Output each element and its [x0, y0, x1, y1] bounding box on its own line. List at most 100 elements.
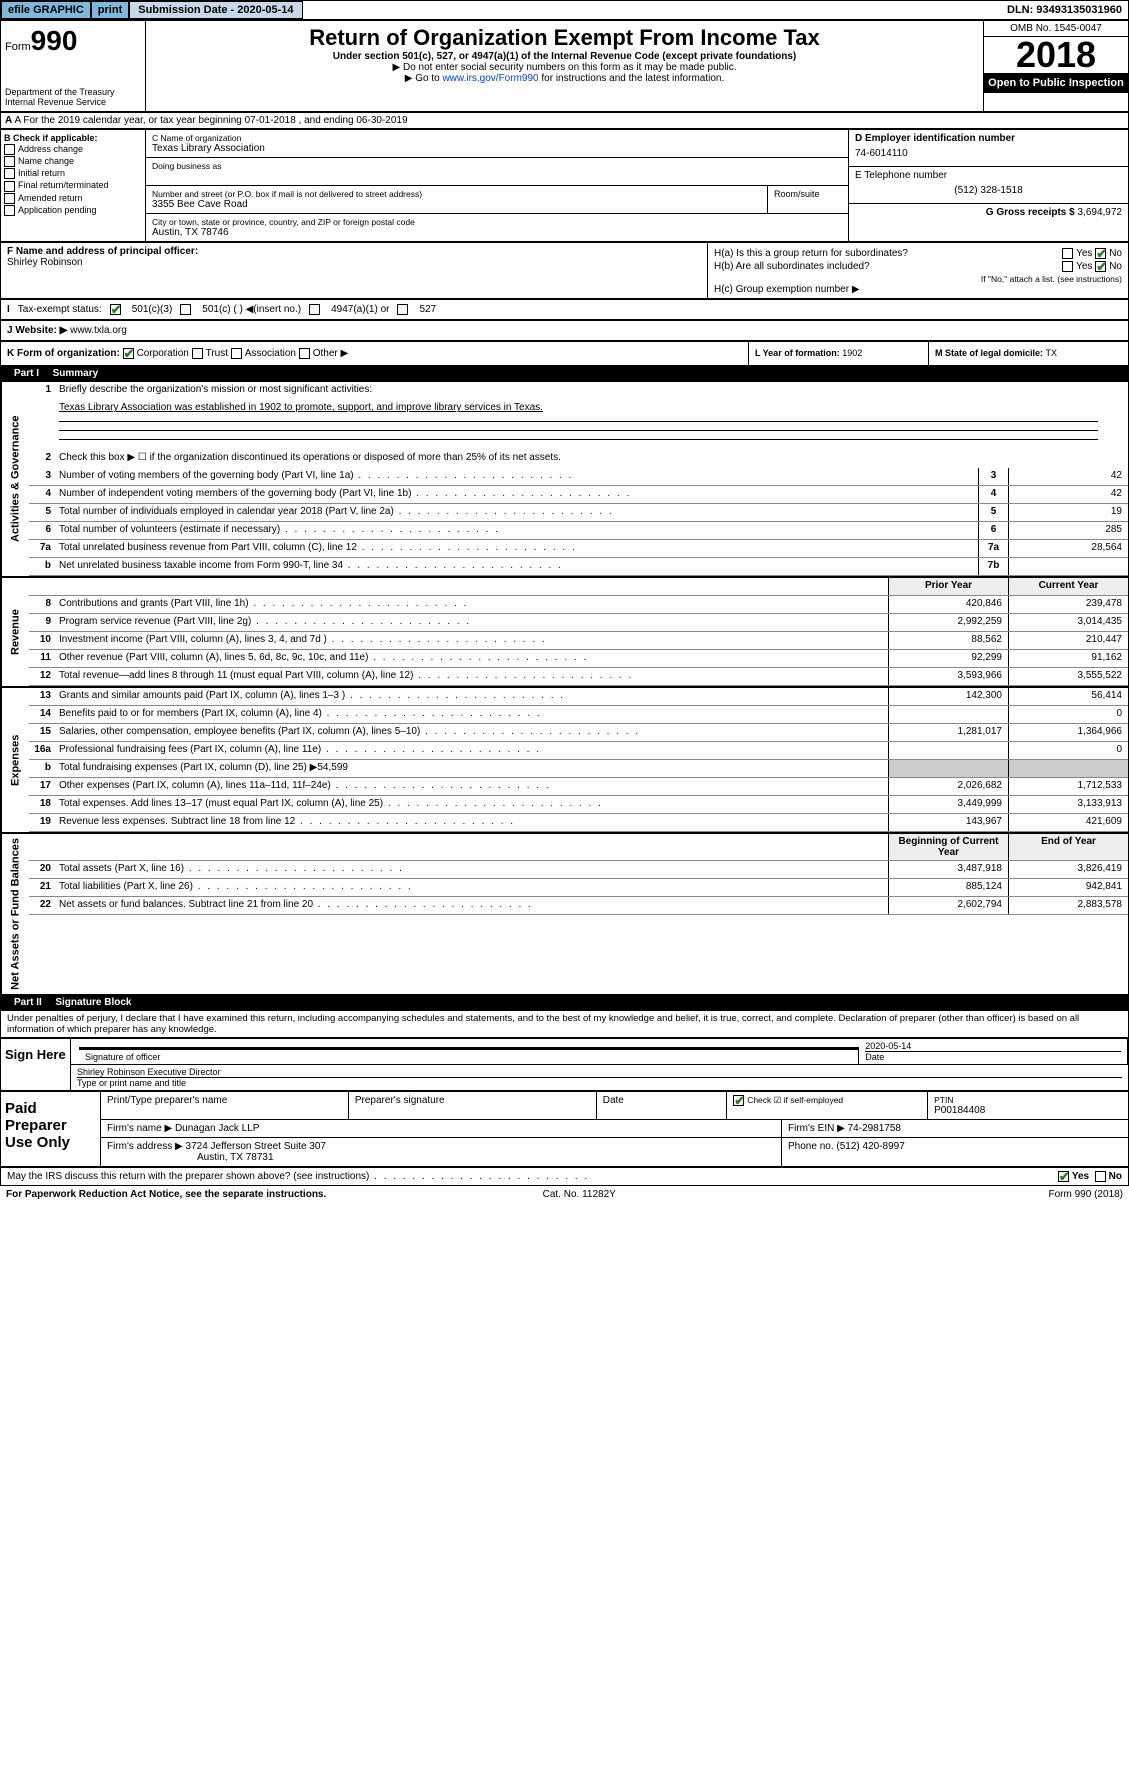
corp-checkbox[interactable]	[123, 348, 134, 359]
dln: DLN: 93493135031960	[1001, 2, 1128, 18]
part1-title: Summary	[53, 368, 99, 379]
form-org-label: K Form of organization:	[7, 348, 120, 359]
ha-label: H(a) Is this a group return for subordin…	[714, 248, 908, 259]
assoc-checkbox[interactable]	[231, 348, 242, 359]
cat-number: Cat. No. 11282Y	[543, 1189, 616, 1200]
room-suite-label: Room/suite	[768, 186, 848, 213]
sig-date-label: Date	[865, 1051, 1121, 1062]
form-header: Form990 Department of the Treasury Inter…	[0, 20, 1129, 112]
phone-value: (512) 328-1518	[855, 181, 1122, 200]
gross-receipts-label: G Gross receipts $	[986, 207, 1078, 218]
firm-addr-label: Firm's address ▶	[107, 1141, 183, 1152]
preparer-date-label: Date	[597, 1092, 727, 1119]
preparer-sig-label: Preparer's signature	[349, 1092, 597, 1119]
gross-receipts-value: 3,694,972	[1078, 207, 1123, 218]
col-b-checkboxes: B Check if applicable: Address changeNam…	[1, 130, 146, 241]
other-checkbox[interactable]	[299, 348, 310, 359]
firm-ein: 74-2981758	[848, 1123, 901, 1134]
colb-option[interactable]: Initial return	[4, 168, 142, 179]
tax-year: 2018	[984, 37, 1128, 73]
discuss-question: May the IRS discuss this return with the…	[7, 1171, 589, 1182]
website-label: Website: ▶	[15, 325, 70, 336]
firm-addr2: Austin, TX 78731	[107, 1152, 775, 1163]
527-checkbox[interactable]	[397, 304, 408, 315]
goto-post: for instructions and the latest informat…	[539, 73, 725, 84]
city-label: City or town, state or province, country…	[152, 217, 842, 227]
topbar: efile GRAPHIC print Submission Date - 20…	[0, 0, 1129, 20]
irs-label: Internal Revenue Service	[5, 97, 141, 107]
submission-date: Submission Date - 2020-05-14	[129, 1, 302, 19]
firm-addr1: 3724 Jefferson Street Suite 307	[186, 1141, 326, 1152]
hc-label: H(c) Group exemption number ▶	[714, 284, 1122, 295]
firm-phone-label: Phone no.	[788, 1141, 836, 1152]
open-to-public: Open to Public Inspection	[984, 73, 1128, 93]
state-domicile-label: M State of legal domicile:	[935, 348, 1046, 358]
hb-no-checkbox[interactable]	[1095, 261, 1106, 272]
sig-date-value: 2020-05-14	[865, 1041, 1121, 1051]
website-value: www.txla.org	[70, 325, 127, 336]
goto-pre: ▶ Go to	[405, 73, 443, 84]
section-governance: Activities & Governance	[1, 382, 29, 576]
discuss-no-checkbox[interactable]	[1095, 1171, 1106, 1182]
officer-label: F Name and address of principal officer:	[7, 246, 198, 257]
trust-checkbox[interactable]	[192, 348, 203, 359]
year-formation-label: L Year of formation:	[755, 348, 842, 358]
addr-label: Number and street (or P.O. box if mail i…	[152, 189, 761, 199]
paperwork-notice: For Paperwork Reduction Act Notice, see …	[6, 1189, 326, 1200]
paid-preparer-label: Paid Preparer Use Only	[1, 1092, 101, 1166]
sign-here-label: Sign Here	[1, 1039, 71, 1090]
phone-label: E Telephone number	[855, 170, 947, 181]
hb-note: If "No," attach a list. (see instruction…	[714, 274, 1122, 284]
part2-title: Signature Block	[55, 997, 131, 1008]
firm-name-label: Firm's name ▶	[107, 1123, 172, 1134]
discuss-yes-checkbox[interactable]	[1058, 1171, 1069, 1182]
ha-no-checkbox[interactable]	[1095, 248, 1106, 259]
sig-officer-label: Signature of officer	[85, 1052, 160, 1062]
hb-yes-checkbox[interactable]	[1062, 261, 1073, 272]
officer-name-title: Shirley Robinson Executive Director	[77, 1067, 1122, 1078]
part2-num: Part II	[6, 997, 50, 1008]
row-a-period: A A For the 2019 calendar year, or tax y…	[0, 112, 1129, 129]
hb-label: H(b) Are all subordinates included?	[714, 261, 870, 272]
ein-label: D Employer identification number	[855, 133, 1015, 144]
form-prefix: Form	[5, 41, 31, 53]
section-net-assets: Net Assets or Fund Balances	[1, 834, 29, 994]
tax-status-label: Tax-exempt status:	[18, 304, 102, 315]
colb-option[interactable]: Final return/terminated	[4, 180, 142, 191]
dept-treasury: Department of the Treasury	[5, 87, 141, 97]
subtitle-1: Under section 501(c), 527, or 4947(a)(1)…	[150, 51, 979, 62]
org-name: Texas Library Association	[152, 143, 842, 154]
colb-option[interactable]: Amended return	[4, 193, 142, 204]
state-domicile: TX	[1046, 348, 1058, 358]
city-state-zip: Austin, TX 78746	[152, 227, 842, 238]
preparer-name-label: Print/Type preparer's name	[101, 1092, 349, 1119]
self-employed-check[interactable]	[733, 1095, 747, 1106]
501c3-checkbox[interactable]	[110, 304, 121, 315]
year-formation: 1902	[842, 348, 862, 358]
print-btn[interactable]: print	[91, 1, 129, 19]
name-title-label: Type or print name and title	[77, 1078, 1122, 1088]
ptin-label: PTIN	[934, 1095, 1122, 1105]
form990-link[interactable]: www.irs.gov/Form990	[442, 73, 538, 84]
form-title: Return of Organization Exempt From Incom…	[150, 25, 979, 51]
firm-phone: (512) 420-8997	[836, 1141, 904, 1152]
name-label: C Name of organization	[152, 133, 842, 143]
ein-value: 74-6014110	[855, 144, 1122, 163]
part1-num: Part I	[6, 368, 47, 379]
colb-option[interactable]: Name change	[4, 156, 142, 167]
form-footer: Form 990 (2018)	[1049, 1189, 1123, 1200]
officer-name: Shirley Robinson	[7, 257, 701, 268]
colb-option[interactable]: Address change	[4, 144, 142, 155]
efile-btn[interactable]: efile GRAPHIC	[1, 1, 91, 19]
firm-ein-label: Firm's EIN ▶	[788, 1123, 848, 1134]
perjury-statement: Under penalties of perjury, I declare th…	[0, 1010, 1129, 1038]
dba-label: Doing business as	[152, 161, 842, 171]
colb-option[interactable]: Application pending	[4, 205, 142, 216]
section-expenses: Expenses	[1, 688, 29, 832]
ha-yes-checkbox[interactable]	[1062, 248, 1073, 259]
501c-checkbox[interactable]	[180, 304, 191, 315]
subtitle-2: ▶ Do not enter social security numbers o…	[150, 62, 979, 73]
form-number: 990	[31, 25, 78, 56]
4947-checkbox[interactable]	[309, 304, 320, 315]
street-address: 3355 Bee Cave Road	[152, 199, 761, 210]
